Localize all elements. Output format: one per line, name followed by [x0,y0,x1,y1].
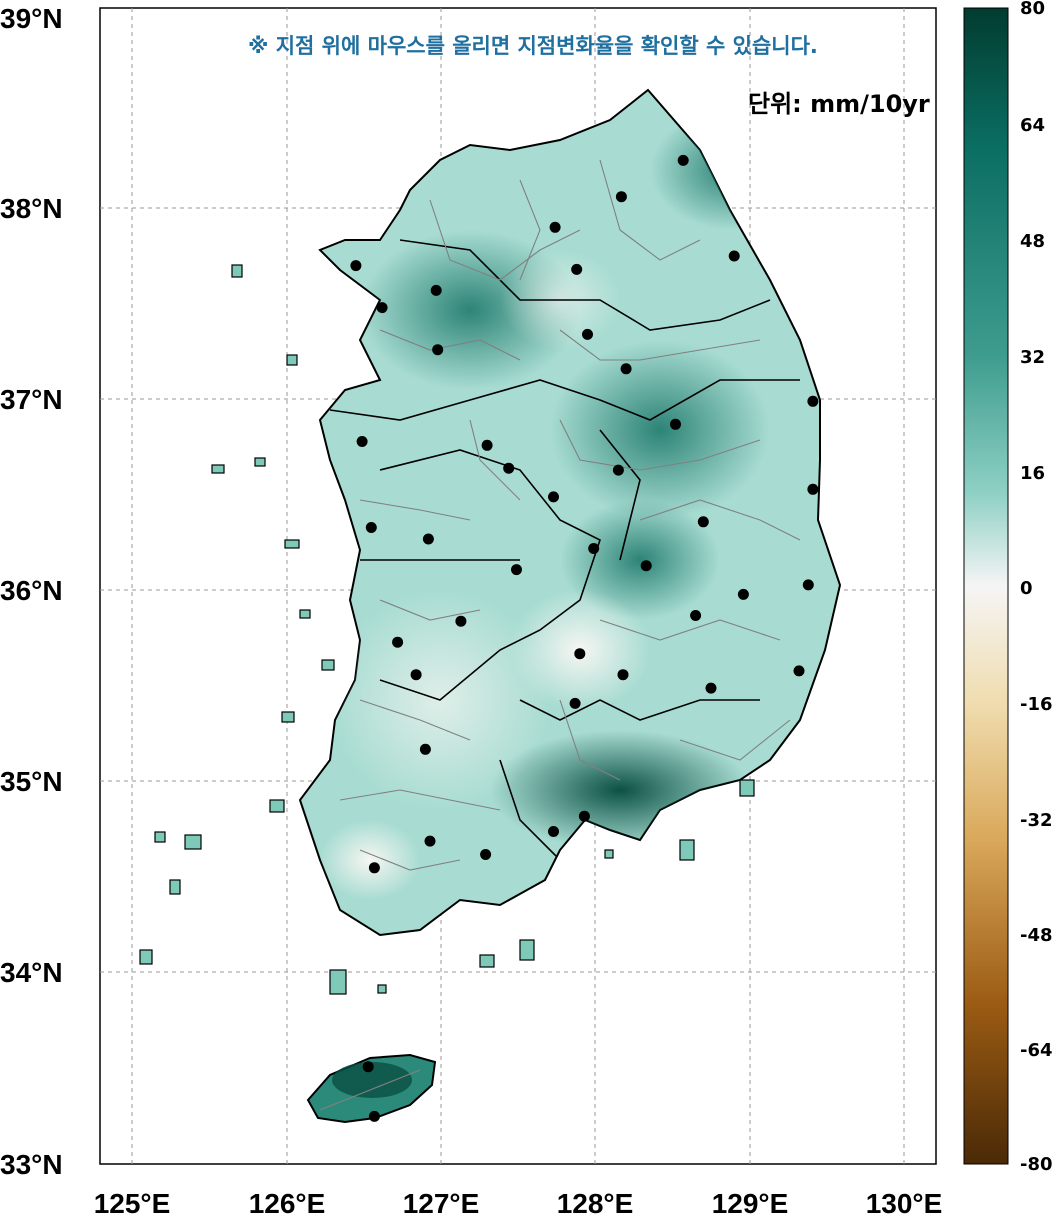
station-marker-3[interactable] [430,284,442,296]
colorbar: 80 64 48 32 16 0 -16 -32 -48 -64 -80 [963,0,1053,1175]
station-marker-24[interactable] [511,564,522,576]
hover-notice: ※ 지점 위에 마우스를 올리면 지점변화율을 확인할 수 있습니다. [248,34,818,58]
colorbar-tick-64: 64 [1020,115,1045,136]
station-marker-31[interactable] [574,648,586,660]
station-marker-13[interactable] [670,418,681,430]
station-marker-12[interactable] [807,395,819,407]
colorbar-tick-0: 0 [1020,578,1033,599]
station-marker-16[interactable] [503,462,515,474]
station-marker-43[interactable] [362,1061,374,1073]
station-marker-1[interactable] [350,260,362,272]
station-marker-40[interactable] [424,835,436,847]
station-marker-34[interactable] [410,669,422,681]
colorbar-tick-32: 32 [1020,347,1045,368]
colorbar-tick-neg64: -64 [1020,1040,1053,1061]
colorbar-tick-neg80: -80 [1020,1154,1053,1175]
colorbar-gradient [963,7,1009,1165]
station-marker-38[interactable] [578,810,590,822]
station-markers[interactable] [350,154,819,1122]
colorbar-tick-48: 48 [1020,231,1045,252]
station-marker-28[interactable] [690,610,702,621]
station-marker-32[interactable] [617,669,629,681]
station-marker-5[interactable] [549,221,561,233]
station-marker-21[interactable] [422,533,434,545]
station-marker-35[interactable] [705,682,717,694]
station-marker-33[interactable] [793,665,805,677]
colorbar-ticks: 80 64 48 32 16 0 -16 -32 -48 -64 -80 [1020,0,1053,1175]
lon-tick-126: 126°E [249,1188,326,1219]
colorbar-tick-neg16: -16 [1020,694,1053,715]
colorbar-tick-16: 16 [1020,463,1045,484]
lon-axis: 125°E 126°E 127°E 128°E 129°E 130°E [94,1188,943,1219]
station-marker-6[interactable] [615,191,627,203]
station-marker-14[interactable] [356,436,368,447]
station-marker-30[interactable] [392,636,404,648]
station-marker-20[interactable] [365,522,377,533]
station-marker-36[interactable] [569,697,581,709]
station-marker-15[interactable] [481,439,493,451]
lat-tick-34: 34°N [0,957,63,988]
lat-tick-35: 35°N [0,766,63,797]
unit-label: 단위: mm/10yr [748,90,930,118]
station-marker-23[interactable] [588,543,600,554]
west-islands [139,264,755,995]
jeju-island [306,1053,437,1124]
lon-tick-129: 129°E [712,1188,789,1219]
station-marker-7[interactable] [677,154,689,166]
station-marker-22[interactable] [697,516,709,528]
station-marker-44[interactable] [368,1110,380,1122]
lat-axis: 39°N 38°N 37°N 36°N 35°N 34°N 33°N [0,3,63,1180]
station-marker-10[interactable] [582,328,593,340]
colorbar-tick-neg32: -32 [1020,810,1053,831]
station-marker-41[interactable] [480,849,492,860]
station-marker-11[interactable] [620,363,632,375]
colorbar-tick-neg48: -48 [1020,925,1053,946]
station-marker-29[interactable] [455,615,467,627]
lon-tick-125: 125°E [94,1188,171,1219]
lon-tick-128: 128°E [557,1188,634,1219]
station-marker-8[interactable] [571,263,583,275]
lat-tick-39: 39°N [0,3,63,34]
lon-tick-130: 130°E [866,1188,943,1219]
station-marker-9[interactable] [728,250,740,262]
station-marker-17[interactable] [548,491,559,503]
lat-tick-37: 37°N [0,384,63,415]
lon-tick-127: 127°E [403,1188,480,1219]
station-marker-19[interactable] [807,483,819,495]
lat-tick-36: 36°N [0,575,63,606]
colorbar-tick-80: 80 [1020,0,1045,19]
station-marker-4[interactable] [432,344,444,356]
station-marker-25[interactable] [640,560,652,572]
station-marker-42[interactable] [368,862,380,874]
station-marker-2[interactable] [376,302,388,314]
station-marker-27[interactable] [737,588,749,600]
station-marker-37[interactable] [419,743,431,755]
lat-tick-38: 38°N [0,193,63,224]
lat-tick-33: 33°N [0,1149,63,1180]
station-marker-39[interactable] [548,826,559,837]
station-marker-26[interactable] [802,579,814,591]
station-marker-18[interactable] [612,464,624,476]
